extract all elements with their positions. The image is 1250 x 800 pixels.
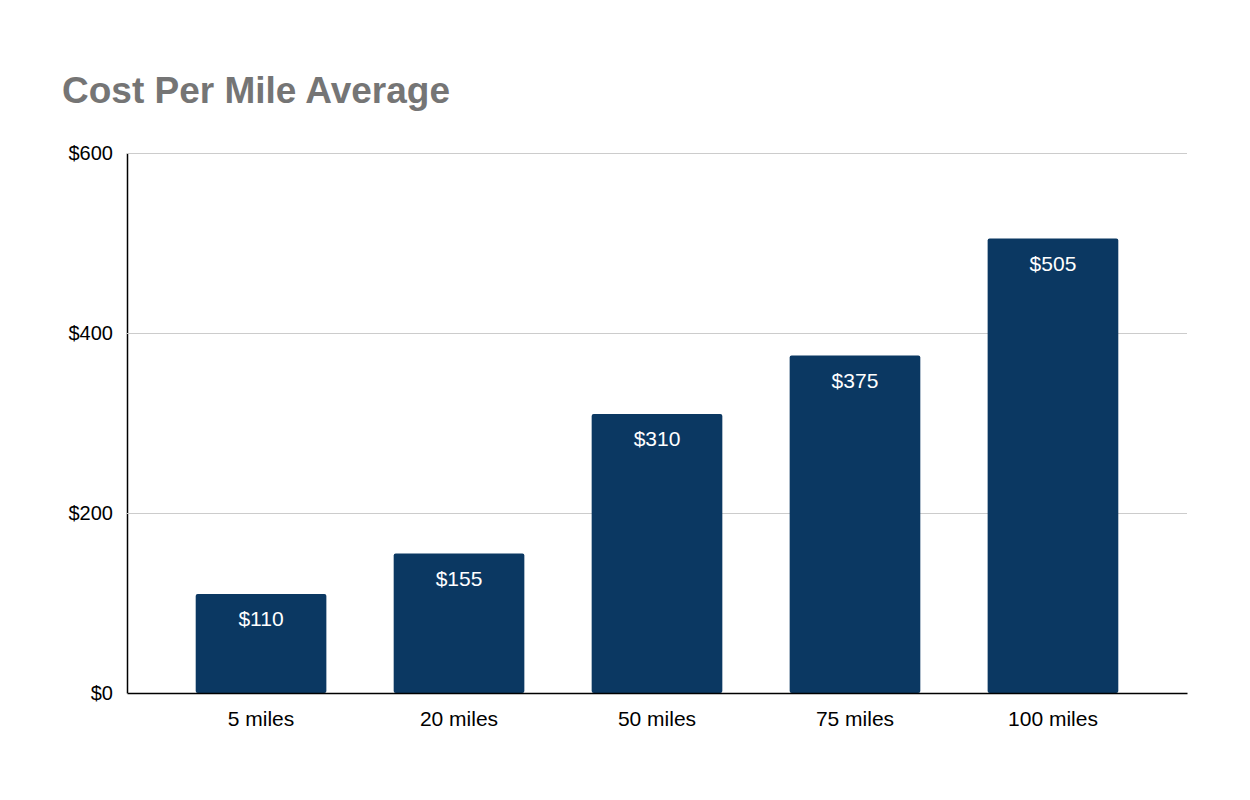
x-tick: 20 miles (420, 693, 498, 730)
grid-line (127, 153, 1187, 154)
grid-line (127, 693, 1187, 694)
x-tick: 75 miles (816, 693, 894, 730)
y-tick-label: $600 (69, 142, 114, 164)
data-label: $310 (634, 427, 681, 450)
x-axis: 5 miles 20 miles 50 miles 75 miles 100 miles (128, 693, 1188, 730)
y-tick-label: $400 (69, 322, 114, 344)
x-axis-line (128, 693, 1188, 695)
data-labels: $110 $155 $310 $375 $505 (238, 252, 1076, 631)
y-tick-label: $200 (69, 502, 114, 524)
y-tick-label: $0 (91, 682, 113, 704)
title: Cost Per Mile Average (62, 70, 450, 111)
x-tick-label: 100 miles (1008, 707, 1098, 730)
x-tick-label: 5 miles (228, 707, 295, 730)
x-tick: 5 miles (228, 693, 295, 730)
bar (394, 554, 525, 694)
bar (790, 356, 921, 694)
data-label: $110 (238, 607, 283, 630)
x-tick-label: 20 miles (420, 707, 498, 730)
y-axis: $0 $200 $400 $600 (69, 142, 1188, 704)
y-axis-line (127, 154, 129, 694)
data-label: $505 (1030, 252, 1077, 275)
bar (196, 594, 327, 693)
x-tick-label: 50 miles (618, 707, 696, 730)
chart: Cost Per Mile Average $0 $200 $400 $600 5 mil… (0, 0, 1250, 800)
x-tick: 50 miles (618, 693, 696, 730)
bars (196, 239, 1119, 694)
bar (988, 239, 1119, 694)
data-label: $155 (436, 567, 483, 590)
x-tick: 100 miles (1008, 693, 1098, 730)
x-tick-label: 75 miles (816, 707, 894, 730)
y-tick: $600 (69, 142, 1188, 164)
bar (592, 414, 723, 693)
plot: $0 $200 $400 $600 5 miles 20 miles 50 miles 75 … (69, 142, 1188, 730)
data-label: $375 (832, 369, 879, 392)
